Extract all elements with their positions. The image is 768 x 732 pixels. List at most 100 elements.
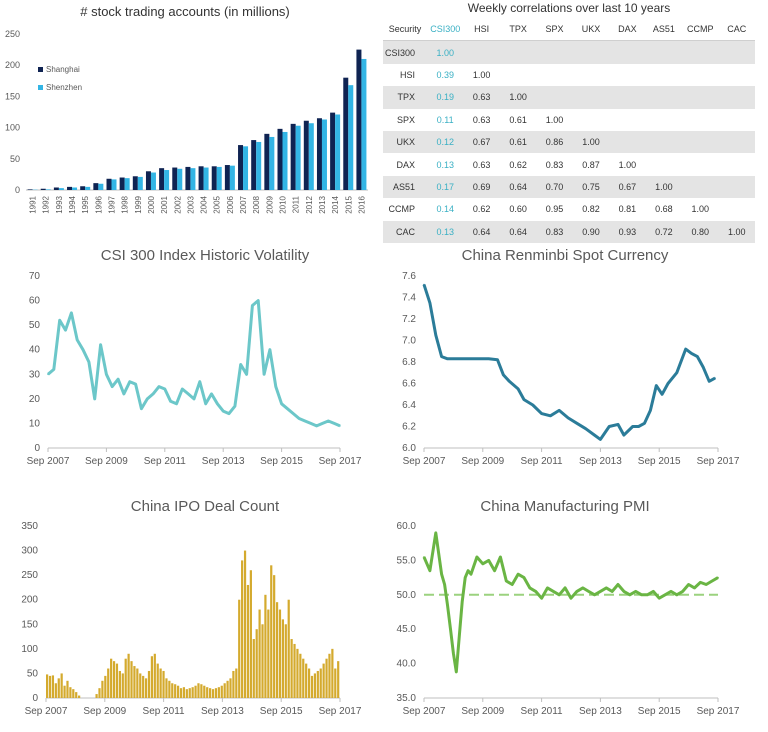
data-point — [304, 420, 306, 422]
y-tick-label: 45.0 — [397, 624, 417, 635]
ipo-bar — [293, 643, 296, 698]
ipo-bar — [133, 666, 136, 698]
data-point — [53, 368, 55, 371]
data-point — [449, 628, 452, 630]
data-point — [479, 357, 481, 360]
table-cell: 0.63 — [472, 114, 491, 125]
ipo-bar — [267, 609, 270, 698]
table-row: HSI 0.39 1.00 — [383, 64, 755, 86]
data-point — [587, 590, 590, 593]
x-tick-label: Sep 2009 — [83, 706, 126, 717]
column-header: CCMP — [682, 18, 719, 42]
ipo-bar — [191, 687, 194, 698]
data-point — [280, 402, 283, 405]
data-point — [228, 412, 230, 415]
data-point — [487, 357, 490, 360]
y-tick-label: 6.4 — [402, 400, 416, 411]
table-cell: 0.61 — [509, 114, 527, 125]
data-point — [558, 594, 561, 596]
data-point — [605, 587, 608, 589]
ipo-bar — [313, 673, 317, 698]
data-point — [321, 422, 324, 425]
table-cell: 0.19 — [427, 86, 464, 109]
y-tick-label: 250 — [21, 570, 38, 581]
ipo-bar — [261, 624, 264, 698]
x-tick-label: Sep 2017 — [319, 706, 362, 717]
data-point — [310, 422, 312, 425]
table-cell: 0.86 — [536, 130, 573, 154]
y-tick-label: 40.0 — [397, 659, 417, 670]
ipo-bar — [78, 695, 81, 698]
data-point — [274, 385, 277, 388]
ipo-bar — [147, 670, 151, 698]
x-tick-label: Sep 2017 — [697, 706, 740, 717]
ipo-bar — [101, 680, 104, 698]
data-point — [482, 563, 484, 565]
data-point — [169, 400, 172, 403]
data-point — [434, 532, 437, 534]
table-cell — [682, 86, 719, 109]
data-point — [257, 299, 260, 302]
column-header: CAC — [718, 18, 755, 42]
ipo-bar — [142, 675, 145, 698]
data-point — [684, 348, 687, 350]
data-point — [670, 590, 672, 593]
column-header: DAX — [609, 18, 646, 42]
table-cell: 0.95 — [545, 204, 564, 215]
y-tick-label: 300 — [21, 546, 38, 557]
ipo-bar — [252, 639, 255, 698]
y-tick-label: 60 — [29, 296, 41, 307]
ipo-bar — [176, 685, 180, 698]
table-row: UKX 0.12 0.67 0.61 0.86 1.00 — [383, 130, 755, 154]
ipo-bar — [278, 609, 282, 698]
row-label: AS51 — [383, 175, 427, 199]
ipo-bar — [136, 668, 139, 698]
ipo-bar — [75, 692, 78, 698]
ipo-bar — [63, 685, 66, 698]
row-label: CSI300 — [383, 40, 427, 64]
ipo-bar — [124, 658, 127, 698]
table-row: AS51 0.17 0.69 0.64 0.70 0.75 0.67 1.00 — [383, 175, 755, 199]
data-point — [687, 583, 690, 586]
ipo-bar — [179, 688, 183, 698]
table-cell — [718, 175, 755, 199]
data-point — [193, 398, 195, 400]
ipo-bar — [54, 683, 57, 698]
data-point — [523, 576, 525, 579]
data-point — [599, 590, 602, 593]
table-cell: 0.72 — [645, 220, 683, 243]
ipo-bar — [107, 668, 110, 698]
ipo-bar — [217, 687, 220, 698]
data-point — [423, 556, 425, 558]
table-cell — [609, 130, 646, 154]
table-cell: 1.00 — [718, 220, 755, 243]
table-cell — [718, 130, 755, 154]
data-point — [540, 597, 543, 600]
pmi-line — [422, 531, 719, 674]
ipo-bar — [284, 624, 287, 698]
data-point — [617, 423, 619, 426]
table-row: DAX 0.13 0.63 0.62 0.83 0.87 1.00 — [383, 153, 755, 175]
table-cell: 0.64 — [499, 220, 537, 243]
data-point — [576, 422, 578, 425]
ipo-bar — [310, 675, 314, 698]
data-point — [199, 380, 201, 383]
table-cell — [463, 40, 500, 64]
ipo-bar — [211, 689, 215, 698]
data-point — [487, 559, 490, 562]
ipo-bar — [214, 688, 218, 698]
data-point — [152, 393, 154, 395]
data-point — [505, 580, 508, 582]
data-point — [531, 404, 534, 406]
data-point — [333, 422, 335, 425]
row-label: CAC — [383, 220, 427, 243]
data-point — [64, 329, 67, 331]
data-point — [286, 407, 289, 410]
table-row: CAC 0.13 0.64 0.64 0.83 0.90 0.93 0.72 0.80 1.00 — [383, 220, 755, 243]
data-point — [440, 573, 443, 575]
data-point — [476, 556, 478, 558]
table-cell: 0.60 — [509, 204, 527, 215]
data-point — [640, 594, 643, 596]
data-point — [649, 409, 652, 412]
data-point — [458, 635, 461, 637]
